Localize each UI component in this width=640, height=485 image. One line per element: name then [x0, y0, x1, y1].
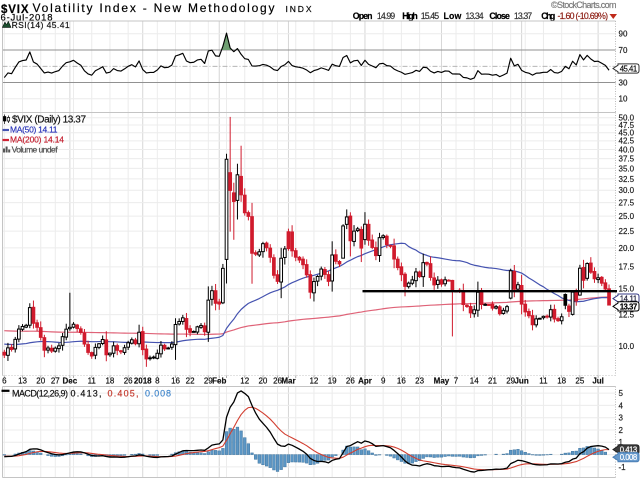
svg-text:Chg: Chg: [541, 11, 555, 21]
svg-text:2: 2: [619, 426, 624, 435]
svg-text:13.37: 13.37: [620, 302, 638, 311]
svg-text:25.0: 25.0: [619, 212, 635, 221]
svg-text:MA(200) 14.14: MA(200) 14.14: [10, 135, 64, 145]
svg-text:High: High: [402, 11, 418, 21]
svg-text:Mar: Mar: [281, 377, 295, 386]
svg-text:2018: 2018: [134, 377, 152, 386]
svg-text:12: 12: [309, 377, 318, 386]
svg-text:25: 25: [575, 377, 584, 386]
svg-text:Apr: Apr: [358, 377, 372, 386]
svg-text:15.0: 15.0: [619, 285, 635, 294]
svg-text:26: 26: [346, 377, 355, 386]
svg-text:8: 8: [155, 377, 160, 386]
svg-text:0.008: 0.008: [145, 388, 171, 398]
svg-text:22.5: 22.5: [619, 227, 635, 236]
svg-text:13.37: 13.37: [514, 11, 532, 21]
svg-text:10: 10: [619, 95, 628, 104]
svg-text:18: 18: [557, 377, 566, 386]
svg-text:30: 30: [619, 78, 628, 87]
svg-text:Jul: Jul: [592, 377, 604, 386]
svg-text:Close: Close: [489, 11, 510, 21]
svg-text:Volatility Index - New Methodo: Volatility Index - New Methodology: [33, 1, 275, 15]
svg-text:40.0: 40.0: [619, 145, 635, 154]
svg-text:0.008: 0.008: [620, 453, 638, 462]
svg-text:35.0: 35.0: [619, 164, 635, 173]
svg-text:11: 11: [88, 377, 97, 386]
svg-text:21: 21: [488, 377, 497, 386]
svg-text:30.0: 30.0: [619, 186, 635, 195]
svg-text:-1: -1: [619, 463, 627, 472]
svg-text:RSI(14) 45.41: RSI(14) 45.41: [12, 20, 70, 30]
svg-text:6: 6: [2, 377, 7, 386]
svg-text:-1.60 (-10.69%): -1.60 (-10.69%): [558, 11, 609, 21]
svg-text:20: 20: [258, 377, 267, 386]
svg-text:MA(50) 14.11: MA(50) 14.11: [10, 125, 58, 135]
svg-text:9: 9: [381, 377, 386, 386]
svg-text:Dec: Dec: [63, 377, 78, 386]
svg-text:Low: Low: [444, 11, 462, 21]
svg-text:0.405,: 0.405,: [108, 388, 139, 398]
svg-text:90: 90: [619, 30, 628, 39]
svg-text:Jun: Jun: [514, 377, 528, 386]
svg-text:14: 14: [470, 377, 479, 386]
svg-text:3: 3: [619, 414, 624, 423]
svg-text:13.34: 13.34: [465, 11, 483, 21]
svg-text:37.5: 37.5: [619, 155, 635, 164]
svg-text:27.5: 27.5: [619, 199, 635, 208]
svg-text:0.413,: 0.413,: [71, 388, 102, 398]
svg-text:©StockCharts.com: ©StockCharts.com: [551, 0, 617, 10]
svg-text:70: 70: [619, 46, 628, 55]
svg-text:23: 23: [415, 377, 424, 386]
svg-text:15.45: 15.45: [421, 11, 439, 21]
svg-text:Volume undef: Volume undef: [12, 145, 59, 155]
svg-text:14.99: 14.99: [377, 11, 395, 21]
svg-text:27: 27: [51, 377, 60, 386]
svg-text:11: 11: [539, 377, 548, 386]
svg-text:20.0: 20.0: [619, 244, 635, 253]
svg-text:Feb: Feb: [212, 377, 226, 386]
svg-text:12: 12: [240, 377, 249, 386]
svg-text:18: 18: [105, 377, 114, 386]
svg-text:32.5: 32.5: [619, 175, 635, 184]
svg-text:22: 22: [186, 377, 195, 386]
svg-text:20: 20: [36, 377, 45, 386]
svg-text:5: 5: [619, 389, 624, 398]
svg-text:26: 26: [124, 377, 133, 386]
svg-text:May: May: [434, 377, 450, 386]
svg-text:7: 7: [454, 377, 459, 386]
svg-text:4: 4: [619, 401, 624, 410]
svg-text:10.0: 10.0: [619, 342, 635, 351]
svg-text:INDX: INDX: [286, 4, 312, 14]
svg-text:12.5: 12.5: [619, 311, 635, 320]
svg-text:17.5: 17.5: [619, 263, 635, 272]
svg-text:Open: Open: [353, 11, 373, 21]
svg-text:16: 16: [397, 377, 406, 386]
svg-text:45.41: 45.41: [620, 64, 638, 73]
svg-text:19: 19: [328, 377, 337, 386]
svg-text:16: 16: [171, 377, 180, 386]
svg-text:13: 13: [18, 377, 27, 386]
svg-text:MACD(12,26,9): MACD(12,26,9): [12, 388, 68, 398]
